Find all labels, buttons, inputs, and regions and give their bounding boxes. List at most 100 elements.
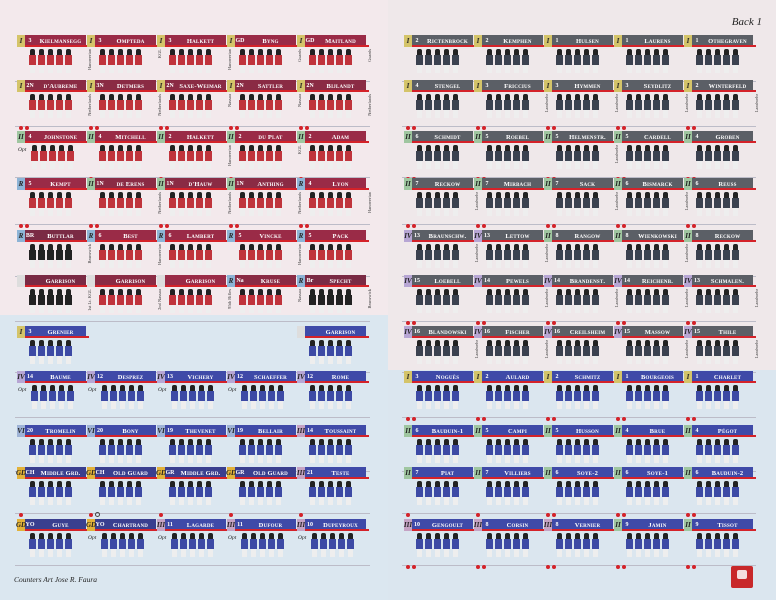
unit-counter[interactable]: IV 12 Desprez Opt [87, 371, 159, 417]
unit-counter[interactable]: I 2 Rictenbrock [404, 35, 476, 85]
unit-counter[interactable]: II 4 Groben [684, 131, 756, 181]
unit-counter[interactable]: IV 14 Reichenb. Landwehr [614, 275, 689, 325]
unit-counter[interactable]: IV 16 Creilsheim [544, 326, 616, 376]
unit-counter[interactable]: I GD Byng Guards [227, 35, 302, 85]
unit-counter[interactable]: II 7 Sack Landwehr [544, 178, 619, 228]
unit-counter[interactable]: III 10 Dupeyroux Opt [297, 519, 369, 565]
unit-counter[interactable]: VI 19 Bellair [227, 425, 299, 475]
unit-counter[interactable]: GD CH Middle Grd. [16, 467, 89, 517]
unit-counter[interactable]: R Br Specht Brunswick [297, 275, 372, 321]
unit-counter[interactable]: I 3 Grenier [17, 326, 89, 376]
unit-counter[interactable]: IV 12 Schaeffer Opt [227, 371, 299, 417]
unit-counter[interactable]: IV 16 Blandowski Landwehr [404, 326, 479, 376]
unit-counter[interactable]: II 6 Bismarck Landwehr [614, 178, 689, 228]
unit-counter[interactable]: R Na Kruse Nassau [227, 275, 302, 321]
unit-counter[interactable]: VI 20 Tromelin [17, 425, 89, 475]
unit-counter[interactable]: I 1 Charlet [684, 371, 756, 421]
unit-counter[interactable]: R 6 Best Hanoverian [87, 230, 162, 280]
unit-counter[interactable]: I GD Maitland Guards [297, 35, 372, 85]
unit-counter[interactable]: I 3 Hymmen Landwehr [544, 80, 619, 130]
unit-counter[interactable]: I 3 Seydlitz Landwehr [614, 80, 689, 130]
unit-counter[interactable]: II 7 Reckow Landwehr [404, 178, 479, 228]
unit-counter[interactable]: I 3 Noguès [404, 371, 476, 421]
unit-counter[interactable]: II 5 Campi [474, 425, 546, 475]
unit-counter[interactable]: R 5 Kempt [17, 178, 89, 228]
unit-counter[interactable]: I 1 Othegraven [684, 35, 756, 85]
unit-counter[interactable]: II 1N d'Hauw Netherlands [157, 178, 232, 228]
unit-counter[interactable]: R BR Buttlar Brunswick [17, 230, 92, 280]
unit-counter[interactable]: GD GR Middle Grd. [156, 467, 229, 517]
unit-counter[interactable]: II 4 Brue [614, 425, 686, 475]
unit-counter[interactable]: II 6 Reuss [684, 178, 756, 228]
unit-counter[interactable]: IV 13 Schmalen. Landwehr [684, 275, 759, 325]
unit-counter[interactable]: I 2N Bijlandt Netherlands [297, 80, 372, 130]
unit-counter[interactable]: II 5 Husson [544, 425, 616, 475]
unit-counter[interactable]: R 6 Lambert [157, 230, 229, 280]
unit-counter[interactable]: I 2N d'Aubreme Netherlands [17, 80, 92, 130]
unit-counter[interactable]: II 2 Halkett Hanoverian [157, 131, 232, 181]
unit-counter[interactable]: R 5 Pack [297, 230, 369, 280]
unit-counter[interactable]: II 5 Roebel [474, 131, 546, 181]
unit-counter[interactable]: III 11 Lagarde Opt [157, 519, 229, 565]
unit-counter[interactable]: II 1N Anthing Netherlands [227, 178, 302, 228]
unit-counter[interactable]: II 9 Jamin [614, 519, 686, 569]
unit-counter[interactable]: IV 13 Vichery Opt [157, 371, 229, 417]
unit-counter[interactable]: II 6 Schmidt [404, 131, 476, 181]
unit-counter[interactable]: II 6 Soye-1 [614, 467, 686, 517]
unit-counter[interactable]: I 2 Kemphen [474, 35, 546, 85]
unit-counter[interactable]: Garrison 2nd Nassau [87, 275, 162, 321]
unit-counter[interactable]: III 10 Gengoult [404, 519, 476, 569]
unit-counter[interactable]: II 6 Bauduin-2 [684, 467, 756, 517]
unit-counter[interactable]: II 7 Piat [404, 467, 476, 517]
unit-counter[interactable]: III 11 Dufour Opt [227, 519, 299, 565]
unit-counter[interactable]: II 7 Villiers [474, 467, 546, 517]
unit-counter[interactable]: GD GR Old Guard [226, 467, 299, 517]
unit-counter[interactable]: II 4 Johnstone Opt [17, 131, 89, 177]
unit-counter[interactable]: III 21 Teste [297, 467, 369, 517]
unit-counter[interactable]: GD YO Guye [16, 519, 89, 565]
unit-counter[interactable]: R 4 Lyon Hanoverian [297, 178, 372, 228]
unit-counter[interactable]: R 5 Vincke Hanoverian [227, 230, 302, 280]
unit-counter[interactable]: IV 15 Loebell [404, 275, 476, 325]
unit-counter[interactable]: IV 14 Baume Opt [17, 371, 89, 417]
unit-counter[interactable]: III 14 Toussaint [297, 425, 369, 475]
unit-counter[interactable]: I 1 Hulsen [544, 35, 616, 85]
unit-counter[interactable]: II 8 Reckow [684, 230, 756, 280]
unit-counter[interactable]: IV 13 Lettow Landwehr [474, 230, 549, 280]
unit-counter[interactable]: IV 14 Brandenst. Landwehr [544, 275, 619, 325]
unit-counter[interactable]: Garrison 95th Rifles [157, 275, 232, 321]
unit-counter[interactable]: I 3 Friccius Landwehr [474, 80, 549, 130]
unit-counter[interactable]: II 8 Rangow [544, 230, 616, 280]
unit-counter[interactable]: IV 15 Massow Landwehr [614, 326, 689, 376]
unit-counter[interactable]: VI 19 Thevenet [157, 425, 229, 475]
unit-counter[interactable]: I 2N Saxe-Weimar Nassau [157, 80, 232, 130]
unit-counter[interactable]: II 6 Bauduin-1 [404, 425, 476, 475]
unit-counter[interactable]: II 4 Mitchell [87, 131, 159, 181]
unit-counter[interactable]: IV 12 Rome [297, 371, 369, 417]
unit-counter[interactable]: II 6 Soye-2 [544, 467, 616, 517]
unit-counter[interactable]: II 2 Adam [297, 131, 369, 181]
unit-counter[interactable]: GD YO Chartrand Opt [86, 519, 159, 565]
unit-counter[interactable]: IV 16 Fischer Landwehr [474, 326, 549, 376]
unit-counter[interactable]: IV 15 Thile Landwehr [684, 326, 759, 376]
unit-counter[interactable]: Garrison 1st Lt. KGL [17, 275, 92, 321]
unit-counter[interactable]: Garrison [297, 326, 369, 372]
unit-counter[interactable]: III 8 Vernier [544, 519, 616, 569]
unit-counter[interactable]: IV 14 Pewels Landwehr [474, 275, 549, 325]
unit-counter[interactable]: VI 20 Bony [87, 425, 159, 475]
unit-counter[interactable]: I 3 Halkett Hanoverian [157, 35, 232, 85]
unit-counter[interactable]: II 8 Wienkowski Landwehr [614, 230, 689, 280]
unit-counter[interactable]: GD CH Old Guard [86, 467, 159, 517]
unit-counter[interactable]: II 5 Cardell [614, 131, 686, 181]
unit-counter[interactable]: I 4 Stengel [404, 80, 476, 130]
unit-counter[interactable]: II 2 du Plat KGL [227, 131, 302, 181]
unit-counter[interactable]: I 1 Bourgeois [614, 371, 686, 421]
unit-counter[interactable]: II 4 Pégot [684, 425, 756, 475]
unit-counter[interactable]: II 9 Tissot [684, 519, 756, 569]
unit-counter[interactable]: II 1N de Erens Netherlands [87, 178, 162, 228]
unit-counter[interactable]: I 1 Laurens [614, 35, 686, 85]
unit-counter[interactable]: I 2 Aulard [474, 371, 546, 421]
unit-counter[interactable]: IV 13 Braunschw. Landwehr [404, 230, 479, 280]
unit-counter[interactable]: I 2 Winterfeld Landwehr [684, 80, 759, 130]
unit-counter[interactable]: III 8 Corsin [474, 519, 546, 569]
